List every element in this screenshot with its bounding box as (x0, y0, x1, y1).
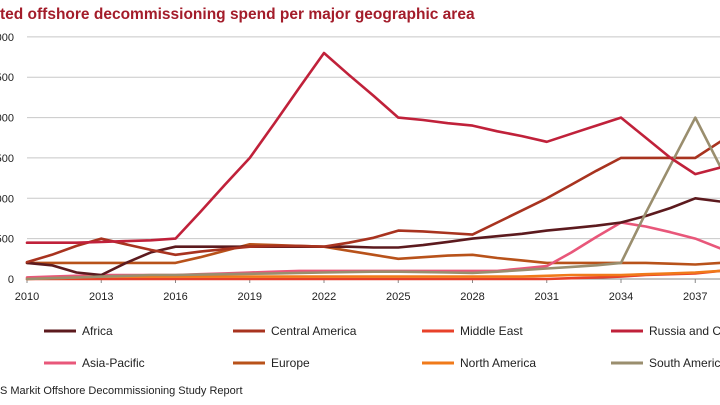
legend-label-asia-pacific: Asia-Pacific (82, 356, 145, 370)
x-tick-label: 2016 (163, 291, 187, 303)
legend-label-africa: Africa (82, 324, 113, 338)
x-tick-label: 2010 (15, 291, 39, 303)
gridlines (27, 36, 720, 240)
x-tick-label: 2031 (535, 291, 559, 303)
y-tick-label: 000 (0, 32, 14, 44)
x-tick-label: 2034 (609, 291, 633, 303)
series-line-russia-and-caspian (25, 51, 720, 244)
legend-label-north-america: North America (460, 356, 536, 370)
y-tick-label: 000 (0, 193, 14, 205)
x-tick-label: 2028 (460, 291, 484, 303)
legend-label-central-america: Central America (271, 324, 357, 338)
x-tick-label: 2022 (312, 291, 336, 303)
x-tick-label: 2013 (89, 291, 113, 303)
x-tick-label: 2037 (683, 291, 707, 303)
y-tick-label: 000 (0, 113, 14, 125)
y-tick-label: 500 (0, 72, 14, 84)
legend: Africa Central America Middle East Russia a… (44, 324, 720, 370)
series-line-middle-east (25, 269, 720, 281)
source-note: S Markit Offshore Decommissioning Study … (0, 385, 243, 397)
y-tick-label: 0 (8, 274, 14, 286)
x-tick-label: 2025 (386, 291, 410, 303)
legend-label-russia-and-caspian: Russia and Caspian (649, 324, 720, 338)
legend-label-middle-east: Middle East (460, 324, 523, 338)
series-line-north-america (25, 269, 720, 281)
chart-title: ted offshore decommissioning spend per m… (0, 6, 475, 23)
y-tick-label: 500 (0, 234, 14, 246)
series-line-asia-pacific (25, 221, 720, 279)
x-tick-label: 2019 (238, 291, 262, 303)
legend-label-europe: Europe (271, 356, 310, 370)
legend-label-south-america: South America (649, 356, 720, 370)
series-line-central-america (25, 140, 720, 264)
series-line-europe (25, 243, 720, 266)
y-tick-label: 500 (0, 153, 14, 165)
series-lines (25, 51, 720, 281)
series-line-africa (25, 197, 720, 277)
series-line-south-america (25, 116, 720, 281)
